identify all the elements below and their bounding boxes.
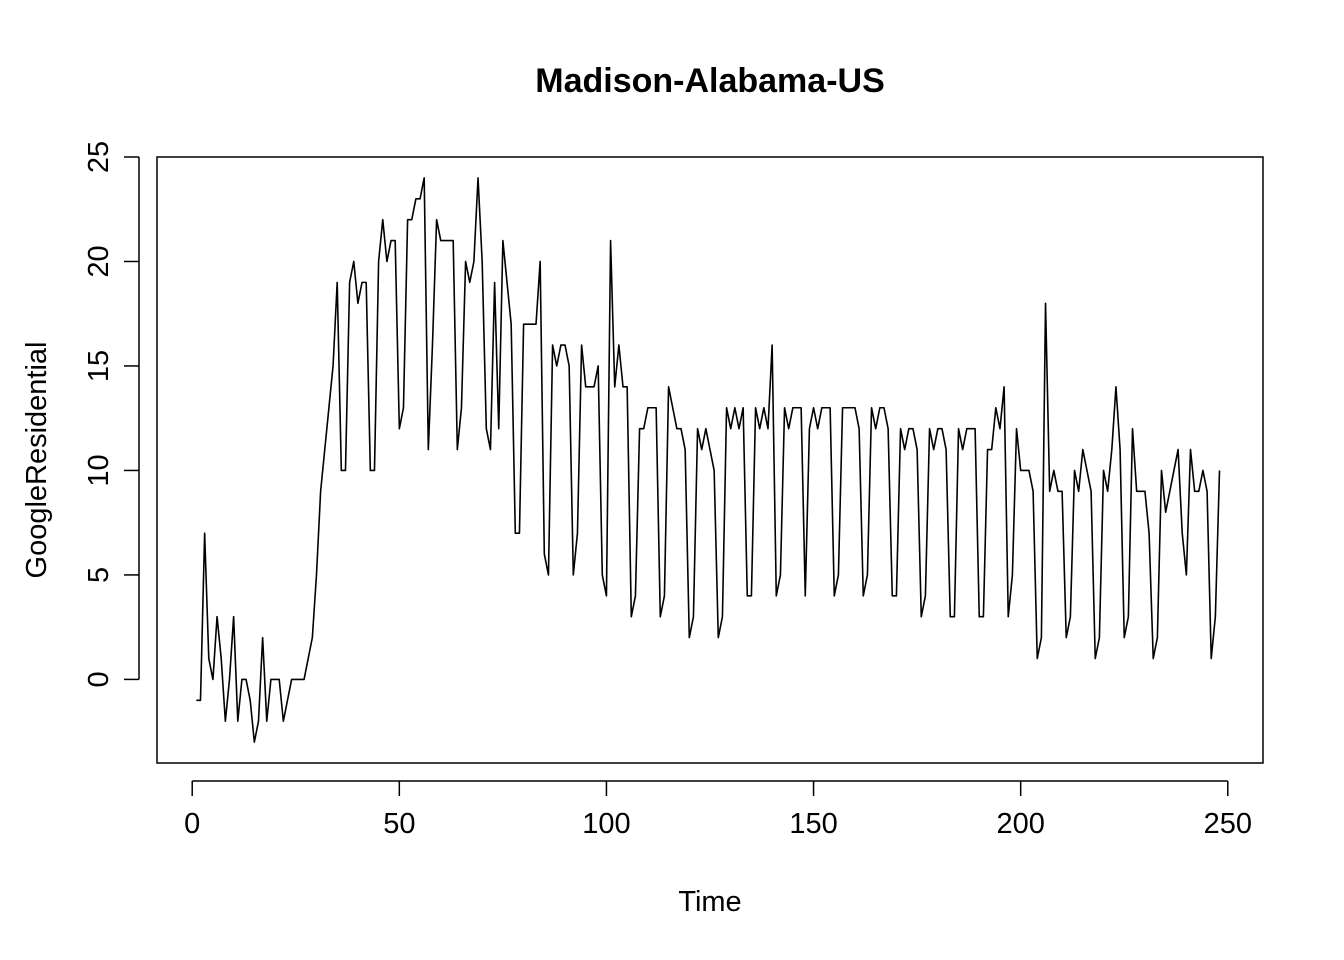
y-tick-label: 20 bbox=[83, 245, 115, 277]
y-tick-label: 10 bbox=[83, 454, 115, 486]
y-axis-label: GoogleResidential bbox=[21, 342, 53, 579]
series-line bbox=[196, 177, 1221, 743]
chart-title: Madison-Alabama-US bbox=[535, 62, 885, 100]
x-tick-label: 50 bbox=[383, 808, 415, 840]
y-axis: 0 5 10 15 20 25 bbox=[83, 141, 140, 687]
x-axis-label: Time bbox=[678, 886, 741, 918]
y-tick-label: 15 bbox=[83, 350, 115, 382]
y-tick-label: 5 bbox=[83, 567, 115, 583]
x-tick-label: 0 bbox=[184, 808, 200, 840]
x-tick-label: 100 bbox=[582, 808, 630, 840]
x-axis: 0 50 100 150 200 250 bbox=[184, 780, 1252, 840]
y-tick-label: 25 bbox=[83, 141, 115, 173]
x-tick-label: 200 bbox=[996, 808, 1044, 840]
y-tick-label: 0 bbox=[83, 671, 115, 687]
plot-frame bbox=[156, 156, 1264, 764]
x-tick-label: 250 bbox=[1204, 808, 1252, 840]
x-tick-label: 150 bbox=[789, 808, 837, 840]
